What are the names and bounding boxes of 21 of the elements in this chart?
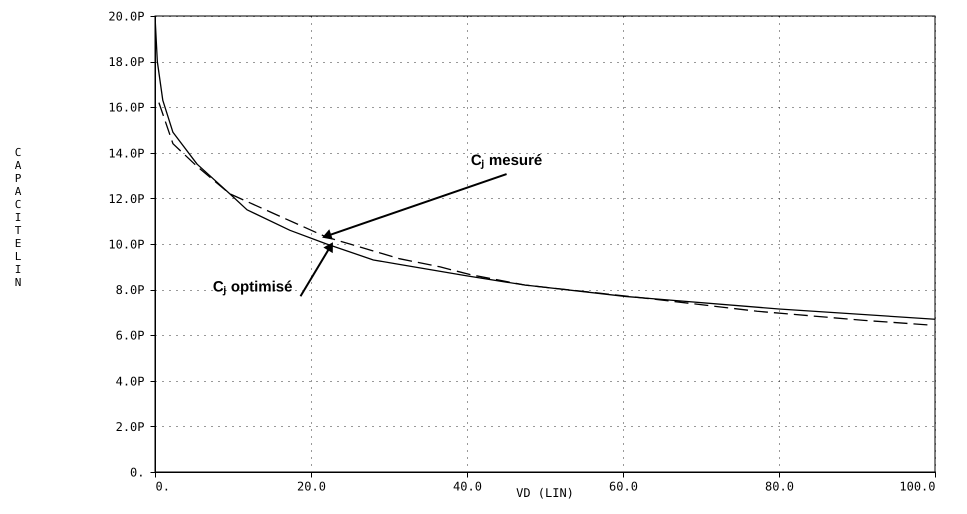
y-tick-label: 2.0P (116, 420, 144, 434)
x-tick-label: 60.0 (609, 480, 638, 494)
x-tick-label: 80.0 (765, 480, 794, 494)
x-tick-label: 20.0 (297, 480, 326, 494)
x-tick-label: 40.0 (453, 480, 482, 494)
y-tick-label: 12.0P (108, 192, 144, 206)
x-tick-label: 100.0 (899, 480, 936, 494)
annotation: Cⱼ mesuré (470, 152, 542, 170)
y-tick-label: 6.0P (116, 328, 144, 343)
y-tick-label: 20.0P (108, 10, 144, 24)
x-axis-title: VD (LIN) (516, 486, 574, 500)
text: CAPACITE LIN (14, 146, 22, 289)
y-tick-label: 4.0P (116, 374, 144, 388)
y-tick-label: 18.0P (108, 55, 144, 70)
y-tick-label: 10.0P (108, 238, 144, 252)
y-tick-label: 14.0P (108, 146, 144, 160)
y-tick-label: 16.0P (108, 100, 144, 115)
y-tick-label: 8.0P (116, 283, 144, 298)
x-tick-label: 0. (156, 480, 170, 494)
annotation: Cⱼ optimisé (212, 278, 292, 296)
y-tick-label: 0. (130, 466, 144, 480)
